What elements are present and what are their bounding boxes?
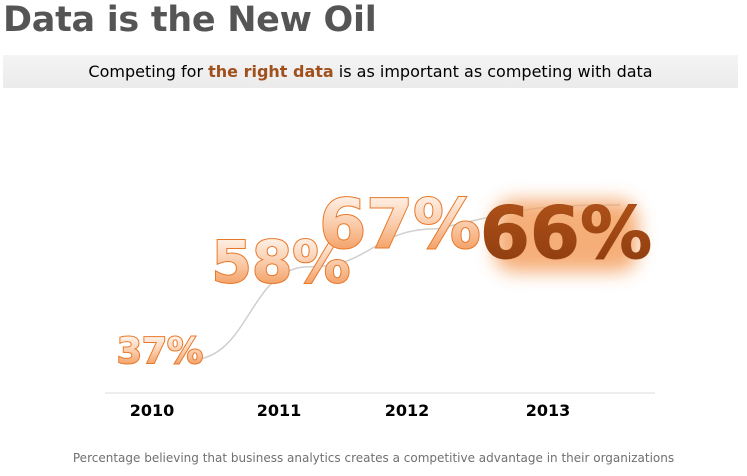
data-label-2010: 37% (117, 331, 203, 372)
x-tick-2013: 2013 (526, 401, 571, 420)
slide-title: Data is the New Oil (3, 0, 377, 40)
subtitle-highlight: the right data (208, 62, 334, 81)
subtitle-bar: Competing for the right data is as impor… (3, 55, 738, 88)
x-tick-2011: 2011 (257, 401, 302, 420)
data-label-2011: 58% (212, 228, 351, 296)
subtitle-pre: Competing for (88, 62, 209, 81)
x-tick-2010: 2010 (130, 401, 175, 420)
x-tick-2012: 2012 (385, 401, 430, 420)
highlight-glow (494, 200, 638, 272)
subtitle: Competing for the right data is as impor… (3, 62, 738, 81)
data-labels: 37%58%67% 66% (116, 183, 653, 373)
subtitle-post: is as important as competing with data (333, 62, 653, 81)
highlight-glow-box (494, 200, 638, 272)
chart-caption: Percentage believing that business analy… (72, 451, 675, 465)
data-label-2013: 66% (480, 191, 652, 275)
data-label-2012: 67% (319, 184, 481, 263)
x-tick-labels: 2010 2011 2012 2013 (130, 401, 571, 420)
